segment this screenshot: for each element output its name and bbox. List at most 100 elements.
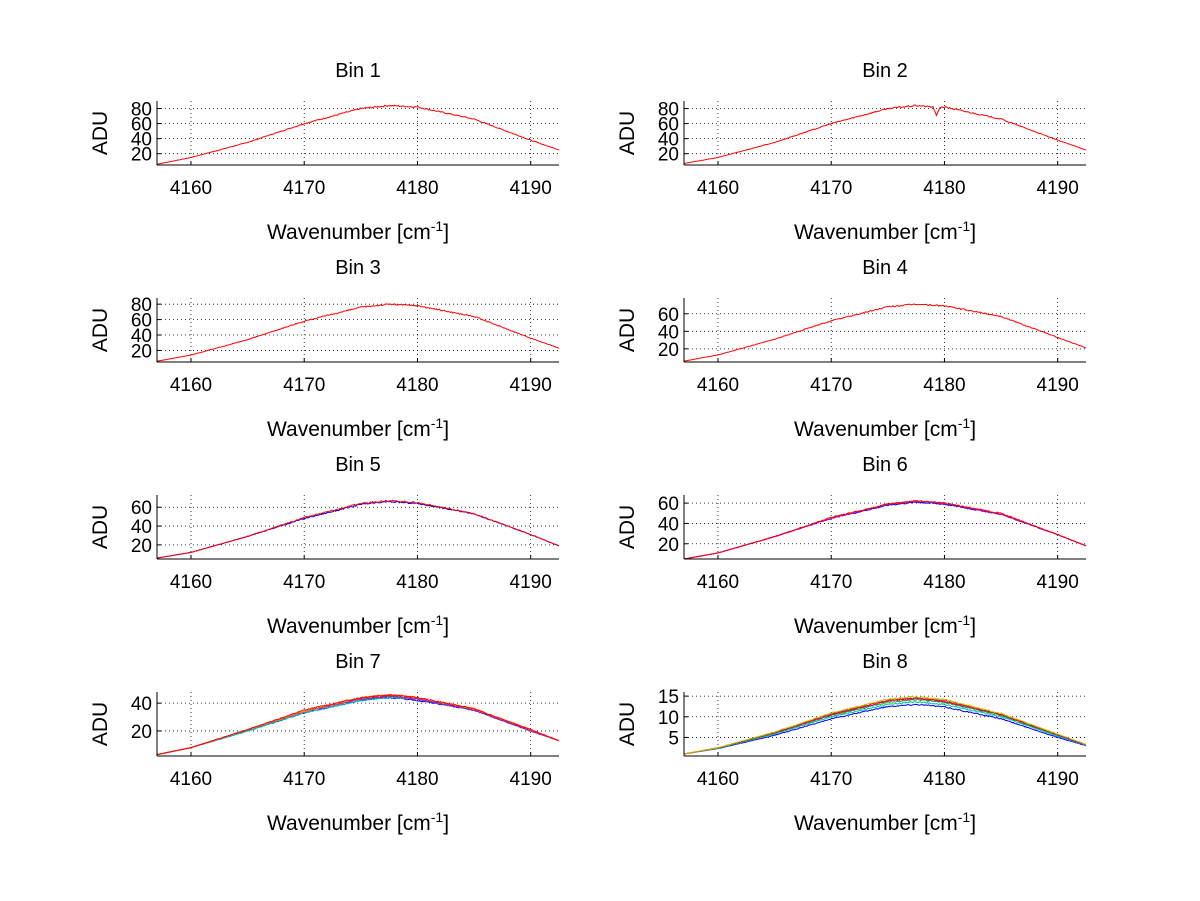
y-tick-label: 20: [131, 722, 152, 743]
x-axis-label-end: ]: [443, 812, 449, 835]
plot-area: [157, 495, 559, 559]
subplot-title: Bin 1: [335, 60, 381, 82]
x-tick-label: 4180: [396, 375, 438, 396]
y-tick-label: 80: [131, 100, 152, 121]
x-tick-label: 4190: [1037, 769, 1079, 790]
x-axis-label: Wavenumber [cm-1]: [794, 415, 976, 441]
x-axis-label-end: ]: [970, 615, 976, 638]
x-axis-label-main: Wavenumber [cm: [267, 221, 431, 244]
subplot-title: Bin 4: [862, 257, 908, 279]
x-axis-label-sup: -1: [431, 218, 444, 234]
y-tick-label: 80: [131, 295, 152, 316]
x-axis-label-sup: -1: [958, 612, 971, 628]
x-tick-label: 4160: [170, 178, 212, 199]
x-tick-label: 4180: [923, 769, 965, 790]
x-tick-label: 4160: [170, 572, 212, 593]
y-axis-label: ADU: [89, 308, 112, 352]
x-tick-label: 4160: [697, 375, 739, 396]
y-tick-label: 20: [658, 535, 679, 556]
x-tick-label: 4180: [396, 769, 438, 790]
x-tick-label: 4190: [510, 375, 552, 396]
x-tick-label: 4180: [923, 572, 965, 593]
subplot-title: Bin 6: [862, 454, 908, 476]
x-axis-label-sup: -1: [958, 415, 971, 431]
x-axis-label: Wavenumber [cm-1]: [267, 415, 449, 441]
x-axis-label-main: Wavenumber [cm: [794, 221, 958, 244]
x-tick-label: 4170: [810, 178, 852, 199]
x-axis-label-main: Wavenumber [cm: [794, 615, 958, 638]
x-tick-label: 4190: [510, 572, 552, 593]
x-axis-label-sup: -1: [431, 809, 444, 825]
x-tick-label: 4160: [697, 178, 739, 199]
x-axis-label-end: ]: [970, 221, 976, 244]
y-tick-label: 40: [131, 517, 152, 538]
plot-area: [684, 692, 1086, 756]
x-tick-label: 4180: [923, 375, 965, 396]
subplot-title: Bin 5: [335, 454, 381, 476]
series-line: [156, 104, 560, 165]
x-tick-label: 4170: [810, 572, 852, 593]
y-tick-label: 40: [658, 130, 679, 151]
x-axis-label-main: Wavenumber [cm: [794, 812, 958, 835]
y-axis-label: ADU: [89, 702, 112, 746]
x-tick-label: 4170: [283, 572, 325, 593]
plot-area: [157, 298, 559, 362]
x-axis-label-sup: -1: [958, 809, 971, 825]
x-axis-label-end: ]: [443, 615, 449, 638]
x-tick-label: 4170: [283, 375, 325, 396]
x-axis-label-sup: -1: [958, 218, 971, 234]
y-axis-label: ADU: [89, 111, 112, 155]
x-tick-label: 4180: [396, 178, 438, 199]
x-axis-label-end: ]: [970, 812, 976, 835]
x-axis-label-main: Wavenumber [cm: [267, 418, 431, 441]
series-line: [683, 698, 1087, 755]
x-tick-label: 4190: [510, 769, 552, 790]
series-line: [683, 499, 1087, 560]
x-axis-label-main: Wavenumber [cm: [794, 418, 958, 441]
y-tick-label: 60: [131, 498, 152, 519]
plot-area: [684, 298, 1086, 362]
plot-area: [157, 101, 559, 165]
y-tick-label: 60: [658, 115, 679, 136]
series-line: [683, 703, 1087, 755]
x-axis-label: Wavenumber [cm-1]: [794, 612, 976, 638]
x-axis-label-main: Wavenumber [cm: [267, 615, 431, 638]
y-tick-label: 15: [658, 687, 679, 708]
x-tick-label: 4180: [396, 572, 438, 593]
x-tick-label: 4160: [697, 769, 739, 790]
x-tick-label: 4170: [283, 769, 325, 790]
x-axis-label-main: Wavenumber [cm: [267, 812, 431, 835]
x-axis-label-end: ]: [443, 221, 449, 244]
x-axis-label: Wavenumber [cm-1]: [267, 218, 449, 244]
y-tick-label: 60: [131, 311, 152, 332]
x-tick-label: 4170: [283, 178, 325, 199]
x-axis-label: Wavenumber [cm-1]: [794, 218, 976, 244]
series-line: [156, 499, 560, 559]
y-axis-label: ADU: [616, 308, 639, 352]
subplot-title: Bin 8: [862, 651, 908, 673]
y-tick-label: 60: [658, 305, 679, 326]
y-tick-label: 20: [131, 145, 152, 166]
y-tick-label: 20: [131, 341, 152, 362]
y-tick-label: 40: [658, 514, 679, 535]
x-tick-label: 4190: [510, 178, 552, 199]
subplot-title: Bin 2: [862, 60, 908, 82]
x-tick-label: 4160: [697, 572, 739, 593]
series-line: [156, 694, 560, 756]
y-tick-label: 10: [658, 708, 679, 729]
y-tick-label: 60: [131, 115, 152, 136]
y-tick-label: 5: [668, 728, 679, 749]
x-tick-label: 4170: [810, 375, 852, 396]
x-axis-label: Wavenumber [cm-1]: [794, 809, 976, 835]
x-axis-label: Wavenumber [cm-1]: [267, 809, 449, 835]
y-tick-label: 20: [658, 145, 679, 166]
y-axis-label: ADU: [89, 505, 112, 549]
x-tick-label: 4160: [170, 375, 212, 396]
y-tick-label: 40: [658, 322, 679, 343]
x-tick-label: 4180: [923, 178, 965, 199]
